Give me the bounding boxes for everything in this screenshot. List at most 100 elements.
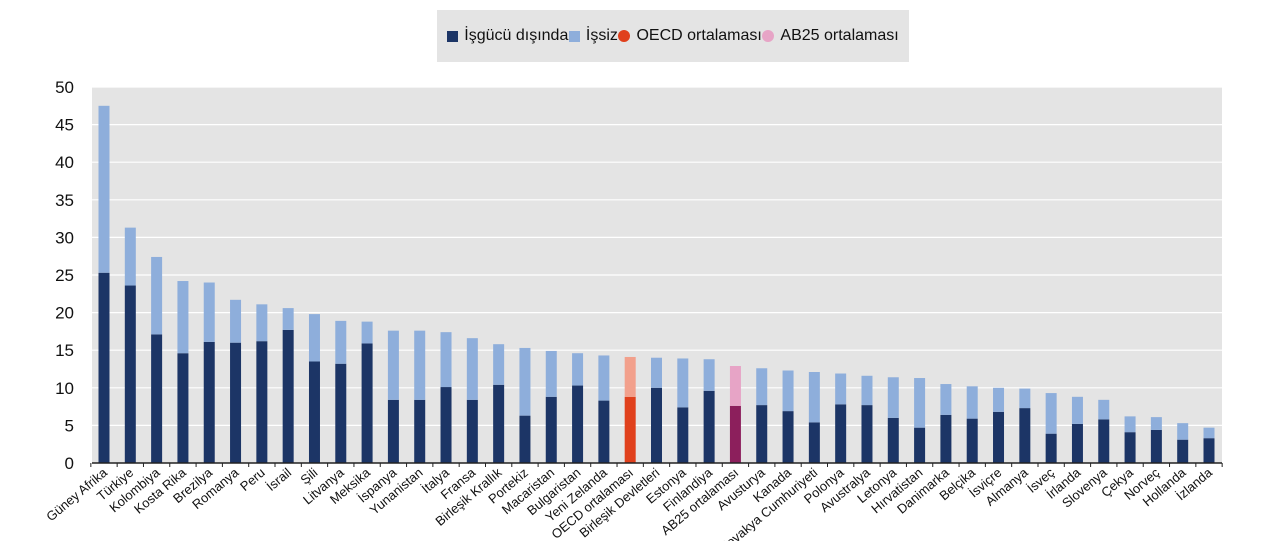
bar-unemployed [308, 314, 320, 362]
bar-out-of-labour-force [1071, 423, 1083, 463]
bar-unemployed [361, 321, 373, 344]
legend-label: OECD ortalaması [636, 27, 762, 44]
bar-unemployed [914, 378, 926, 428]
legend-swatch [568, 30, 580, 42]
bar-unemployed [230, 299, 242, 343]
bar-out-of-labour-force [993, 411, 1005, 463]
legend-item-out-of-labour-force: İşgücü dışında [447, 27, 568, 45]
bar-out-of-labour-force [282, 329, 294, 463]
bar-out-of-labour-force [572, 385, 584, 463]
bar-out-of-labour-force [177, 353, 189, 463]
bar-unemployed [545, 350, 557, 397]
y-tick-label: 40 [55, 153, 74, 172]
bar-unemployed [1071, 396, 1083, 424]
bar-unemployed [729, 365, 741, 406]
bar-out-of-labour-force [1203, 438, 1215, 463]
bar-out-of-labour-force [729, 405, 741, 463]
bar-unemployed [1177, 423, 1189, 440]
bar-unemployed [1124, 416, 1136, 433]
bar-unemployed [440, 332, 452, 388]
bar-out-of-labour-force [887, 417, 899, 463]
bar-unemployed [124, 227, 136, 286]
bar-unemployed [414, 330, 426, 400]
bar-unemployed [1203, 427, 1215, 439]
legend-label: AB25 ortalaması [780, 27, 899, 44]
x-tick-label: İsrail [263, 465, 294, 494]
y-tick-label: 20 [55, 304, 74, 323]
bar-out-of-labour-force [98, 272, 110, 463]
bar-unemployed [782, 370, 794, 412]
bar-out-of-labour-force [1019, 408, 1031, 463]
x-tick-label: Peru [237, 465, 268, 494]
y-tick-label: 35 [55, 191, 74, 210]
bar-unemployed [993, 387, 1005, 412]
bar-unemployed [835, 373, 847, 405]
bar-out-of-labour-force [440, 387, 452, 463]
bar-out-of-labour-force [1177, 439, 1189, 463]
bar-out-of-labour-force [782, 411, 794, 463]
bar-out-of-labour-force [335, 363, 347, 463]
y-tick-label: 15 [55, 341, 74, 360]
bar-unemployed [861, 375, 873, 406]
y-tick-label: 25 [55, 266, 74, 285]
bar-out-of-labour-force [1124, 432, 1136, 463]
bar-unemployed [808, 372, 820, 423]
bar-unemployed [466, 338, 478, 400]
bar-unemployed [335, 320, 347, 364]
bar-out-of-labour-force [545, 396, 557, 463]
y-tick-label: 0 [65, 454, 74, 473]
bar-unemployed [1150, 417, 1162, 430]
legend-item-unemployed: İşsiz [568, 27, 618, 45]
bar-out-of-labour-force [1098, 419, 1110, 463]
y-tick-label: 10 [55, 379, 74, 398]
legend-item-oecd-average: OECD ortalaması [618, 27, 762, 45]
bar-out-of-labour-force [308, 361, 320, 463]
bar-unemployed [493, 344, 505, 385]
bar-out-of-labour-force [151, 334, 163, 463]
bar-out-of-labour-force [1150, 429, 1162, 463]
bar-out-of-labour-force [703, 390, 715, 463]
bar-out-of-labour-force [651, 387, 662, 463]
bar-unemployed [1045, 393, 1057, 434]
bar-out-of-labour-force [361, 343, 373, 463]
bar-unemployed [624, 356, 636, 397]
bar-unemployed [282, 308, 294, 330]
y-tick-label: 30 [55, 228, 74, 247]
bar-unemployed [256, 304, 268, 342]
bar-out-of-labour-force [598, 400, 610, 463]
bar-unemployed [677, 358, 689, 408]
bar-unemployed [598, 355, 610, 401]
bar-out-of-labour-force [466, 399, 478, 463]
bar-out-of-labour-force [861, 405, 873, 463]
bar-out-of-labour-force [519, 415, 531, 463]
bar-out-of-labour-force [1045, 433, 1057, 463]
bar-out-of-labour-force [124, 285, 136, 463]
bar-unemployed [966, 386, 978, 419]
bar-unemployed [1019, 388, 1031, 409]
bar-out-of-labour-force [808, 422, 820, 463]
legend-swatch [447, 30, 459, 42]
bar-out-of-labour-force [914, 427, 926, 463]
y-tick-label: 5 [65, 416, 74, 435]
bar-out-of-labour-force [256, 341, 268, 463]
bar-out-of-labour-force [677, 407, 689, 463]
y-tick-label: 50 [55, 78, 74, 97]
bar-out-of-labour-force [493, 384, 505, 463]
bar-out-of-labour-force [940, 414, 952, 463]
bar-unemployed [651, 357, 662, 388]
bar-out-of-labour-force [835, 404, 847, 463]
bar-unemployed [519, 347, 531, 416]
bar-out-of-labour-force [756, 405, 768, 463]
bar-unemployed [887, 377, 899, 418]
bar-out-of-labour-force [230, 342, 242, 463]
bar-out-of-labour-force [387, 399, 399, 463]
legend: İşgücü dışında İşsiz OECD ortalaması AB2… [437, 10, 909, 62]
bar-unemployed [387, 330, 399, 400]
bar-out-of-labour-force [203, 341, 215, 463]
legend-label: İşsiz [585, 27, 618, 44]
bar-out-of-labour-force [414, 399, 426, 463]
bar-unemployed [940, 384, 952, 415]
y-tick-label: 45 [55, 116, 74, 135]
bar-unemployed [151, 256, 163, 335]
legend-swatch [762, 30, 775, 42]
